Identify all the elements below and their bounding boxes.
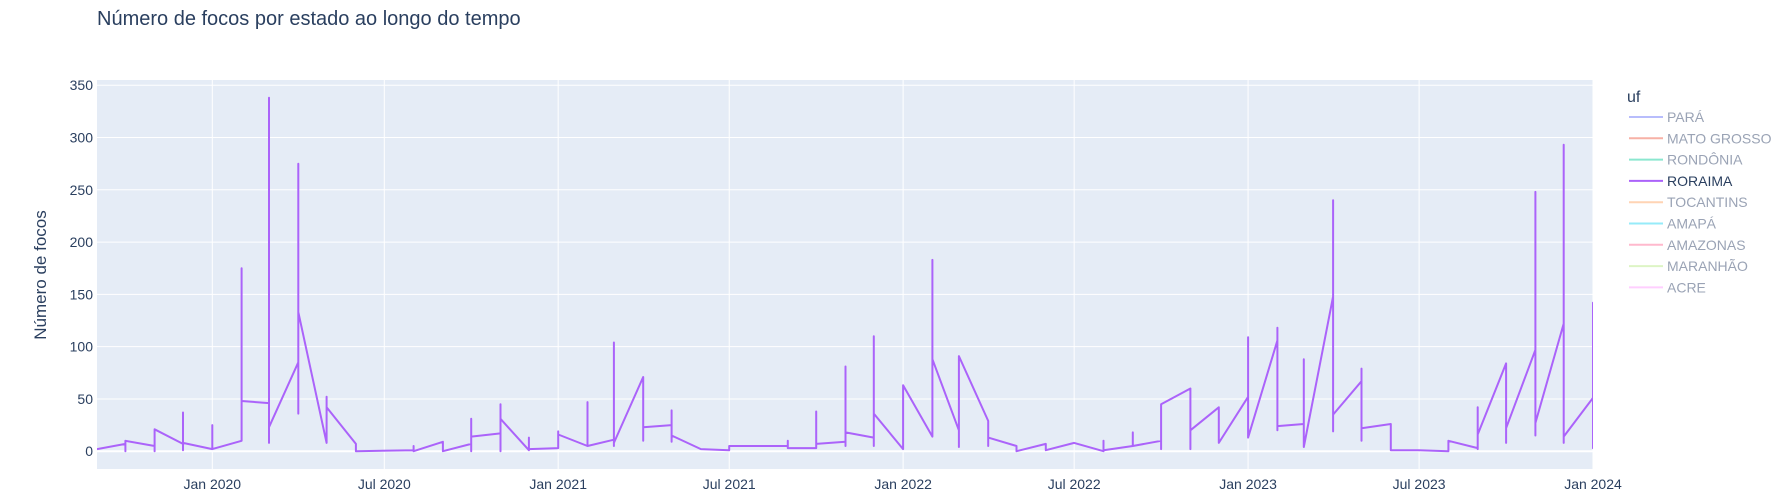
legend-item[interactable]: PARÁ xyxy=(1629,109,1705,125)
legend-item[interactable]: AMAZONAS xyxy=(1629,237,1746,253)
legend-item[interactable]: MARANHÃO xyxy=(1629,258,1748,274)
legend-item[interactable]: TOCANTINS xyxy=(1629,194,1748,210)
legend-label: RONDÔNIA xyxy=(1667,152,1743,168)
y-tick-labels: 0 50 100 150 200 250 300 350 xyxy=(70,77,94,459)
x-tick-label: Jul 2021 xyxy=(703,476,756,492)
legend-title: uf xyxy=(1627,89,1641,106)
legend-label: MATO GROSSO xyxy=(1667,130,1772,146)
legend-label: AMAPÁ xyxy=(1667,216,1717,232)
x-tick-label: Jan 2021 xyxy=(529,476,587,492)
series-layer xyxy=(97,96,1593,453)
x-tick-label: Jan 2024 xyxy=(1564,476,1622,492)
y-tick-label: 50 xyxy=(77,391,93,407)
y-tick-label: 300 xyxy=(70,130,94,146)
legend-label: AMAZONAS xyxy=(1667,237,1746,253)
y-tick-label: 200 xyxy=(70,234,94,250)
legend-item[interactable]: AMAPÁ xyxy=(1629,216,1717,232)
y-tick-label: 150 xyxy=(70,286,94,302)
legend-item[interactable]: RORAIMA xyxy=(1629,173,1733,189)
y-axis-title: Número de focos xyxy=(31,210,50,339)
y-tick-label: 350 xyxy=(70,77,94,93)
x-tick-labels: Jan 2020 Jul 2020 Jan 2021 Jul 2021 Jan 2022… xyxy=(183,476,1622,492)
legend-label: TOCANTINS xyxy=(1667,194,1748,210)
series-line-roraima xyxy=(97,96,1593,453)
y-tick-label: 250 xyxy=(70,182,94,198)
chart-title: Número de focos por estado ao longo do t… xyxy=(97,8,521,30)
legend-label: PARÁ xyxy=(1667,109,1705,125)
y-tick-label: 100 xyxy=(70,339,94,355)
legend-item[interactable]: RONDÔNIA xyxy=(1629,152,1743,168)
legend-label: ACRE xyxy=(1667,279,1706,295)
x-tick-label: Jul 2023 xyxy=(1393,476,1446,492)
x-tick-label: Jan 2020 xyxy=(183,476,241,492)
legend: uf PARÁ MATO GROSSO RONDÔNIA RORAIMA TOCANTI… xyxy=(1627,89,1772,295)
x-tick-label: Jul 2020 xyxy=(358,476,411,492)
y-tick-label: 0 xyxy=(85,443,93,459)
legend-item[interactable]: MATO GROSSO xyxy=(1629,130,1772,146)
legend-label: RORAIMA xyxy=(1667,173,1733,189)
x-tick-label: Jul 2022 xyxy=(1048,476,1101,492)
x-tick-label: Jan 2023 xyxy=(1219,476,1277,492)
legend-item[interactable]: ACRE xyxy=(1629,279,1706,295)
x-tick-label: Jan 2022 xyxy=(874,476,932,492)
legend-label: MARANHÃO xyxy=(1667,258,1748,274)
